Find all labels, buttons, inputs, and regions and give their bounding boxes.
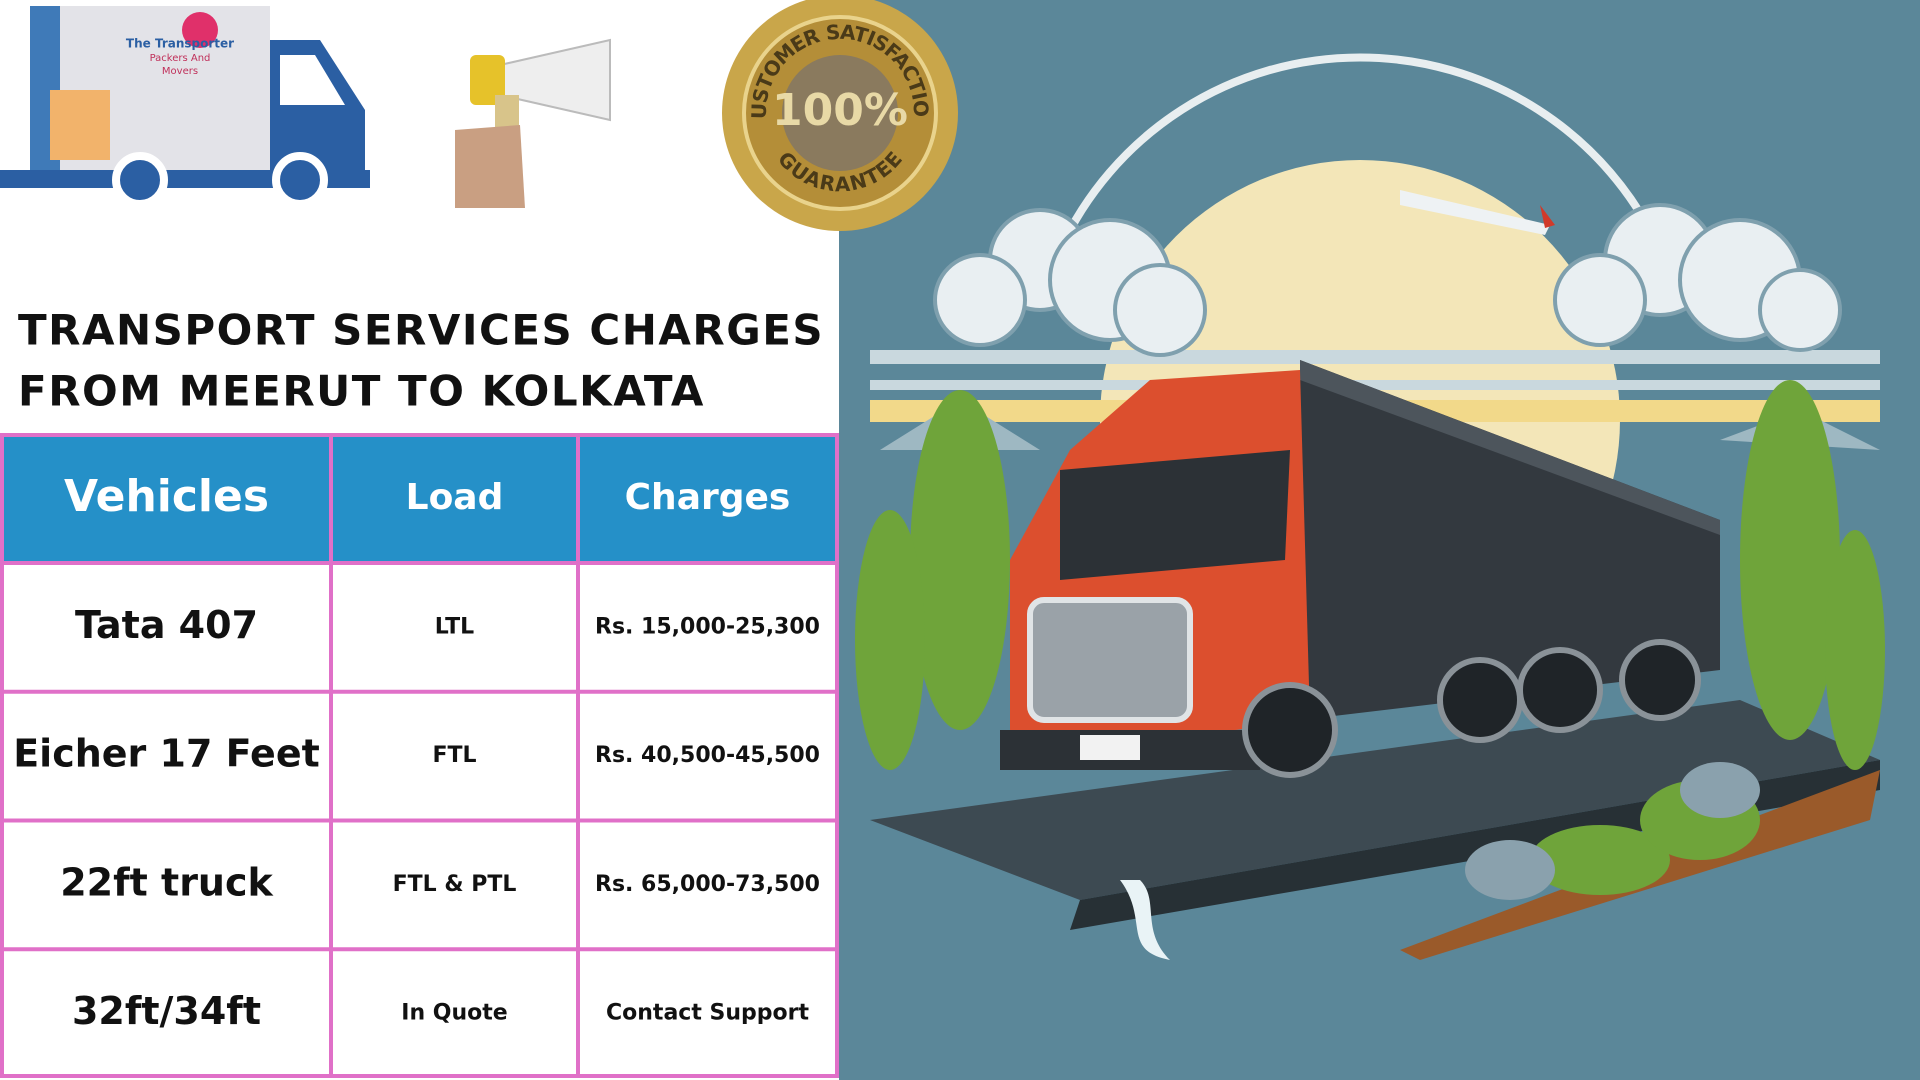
table-cell: Rs. 15,000-25,300 <box>595 614 820 639</box>
header-cell: Load <box>406 477 504 518</box>
table-cell: Tata 407 <box>75 603 258 647</box>
table-cell: FTL <box>432 743 476 768</box>
badge-center: 100% <box>772 85 908 136</box>
header-cell: Charges <box>625 477 791 518</box>
header-cell: Vehicles <box>64 471 269 522</box>
title-line: TRANSPORT SERVICES CHARGES <box>18 306 824 355</box>
table-cell: 32ft/34ft <box>72 989 261 1033</box>
header-bg <box>2 435 837 563</box>
table-cell: 22ft truck <box>60 860 273 904</box>
logo-text: Movers <box>162 66 198 77</box>
table-cell: In Quote <box>401 1001 507 1026</box>
table-cell: Rs. 65,000-73,500 <box>595 872 820 897</box>
logo-text: The Transporter <box>126 37 234 51</box>
price-table: Vehicles Load Charges Tata 407 LTL Rs. 15,000… <box>0 433 839 1078</box>
illustration <box>855 53 1885 960</box>
logo-image: The Transporter Packers And Movers <box>0 6 370 208</box>
table-cell: FTL & PTL <box>393 872 517 897</box>
table-cell: Rs. 40,500-45,500 <box>595 743 820 768</box>
title-line: FROM MEERUT TO KOLKATA <box>18 367 705 416</box>
table-cell: Eicher 17 Feet <box>13 732 320 776</box>
table-cell: Contact Support <box>606 1001 809 1026</box>
logo-text: Packers And <box>150 53 211 64</box>
megaphone-image <box>455 38 611 208</box>
table-cell: LTL <box>435 614 474 639</box>
